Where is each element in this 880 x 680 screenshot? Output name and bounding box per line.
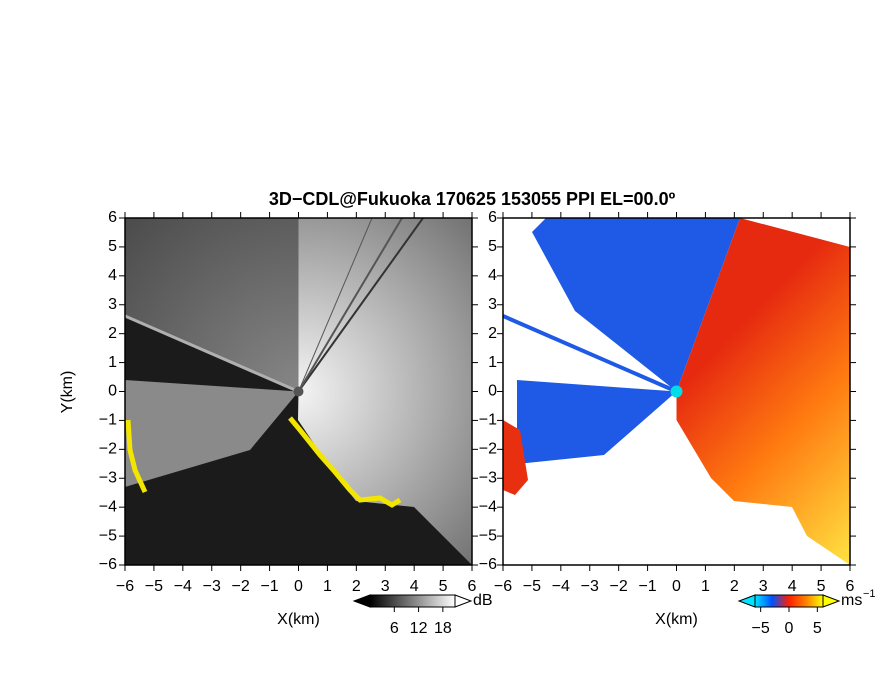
x-axis-label: X(km) [277, 611, 320, 628]
y-tick-label: 6 [488, 209, 497, 226]
y-tick-label: 4 [488, 267, 497, 284]
x-tick-label: 0 [672, 578, 681, 595]
y-tick-label: −5 [99, 527, 117, 544]
x-tick-label: −4 [552, 578, 570, 595]
x-tick-label: 1 [323, 578, 332, 595]
colorbar-extend-low [737, 594, 756, 608]
y-tick-label: −3 [479, 469, 497, 486]
x-axis-label: X(km) [655, 611, 698, 628]
colorbar-extend-high [822, 594, 841, 608]
y-tick-label: 2 [488, 325, 497, 342]
colorbar-tick-label: 5 [813, 620, 822, 637]
y-tick-label: 3 [488, 296, 497, 313]
colorbar-extend-high [454, 594, 473, 608]
x-tick-label: 4 [788, 578, 797, 595]
y-tick-label: −1 [479, 412, 497, 429]
y-tick-label: 0 [488, 383, 497, 400]
y-tick-label: −1 [99, 412, 117, 429]
y-tick-label: 5 [108, 238, 117, 255]
y-tick-label: 3 [108, 296, 117, 313]
x-tick-label: −2 [610, 578, 628, 595]
y-tick-label: 0 [108, 383, 117, 400]
colorbar-tick-label: −5 [752, 620, 770, 637]
x-tick-label: −5 [523, 578, 541, 595]
x-tick-label: 2 [730, 578, 739, 595]
x-tick-label: −3 [203, 578, 221, 595]
x-tick-label: 6 [468, 578, 477, 595]
y-tick-label: −6 [479, 556, 497, 573]
colorbar-unit: ms [841, 592, 862, 609]
x-tick-label: 1 [701, 578, 710, 595]
colorbar-tick-label: 0 [785, 620, 794, 637]
y-tick-label: −3 [99, 469, 117, 486]
colorbar-tick-label: 18 [434, 620, 452, 637]
snr-field [125, 218, 472, 565]
x-tick-label: −4 [174, 578, 192, 595]
x-tick-label: 4 [410, 578, 419, 595]
y-tick-label: −4 [99, 498, 117, 515]
x-tick-label: −5 [145, 578, 163, 595]
colorbar-extend-low [352, 594, 371, 608]
x-tick-label: −6 [116, 578, 134, 595]
colorbar-tick-label: 6 [390, 620, 399, 637]
x-tick-label: 3 [759, 578, 768, 595]
y-tick-label: 4 [108, 267, 117, 284]
x-tick-label: 6 [846, 578, 855, 595]
x-tick-label: 3 [381, 578, 390, 595]
y-tick-label: −2 [99, 441, 117, 458]
x-tick-label: 0 [294, 578, 303, 595]
y-tick-label: 1 [108, 354, 117, 371]
velocity-field [503, 218, 850, 565]
figure-title: 3D−CDL@Fukuoka 170625 153055 PPI EL=00.0… [269, 189, 676, 209]
y-tick-label: 6 [108, 209, 117, 226]
colorbar-unit: dB [473, 592, 493, 609]
x-tick-label: 5 [439, 578, 448, 595]
colorbar-unit-exponent: −1 [863, 588, 876, 600]
x-tick-label: −1 [260, 578, 278, 595]
y-tick-label: 1 [488, 354, 497, 371]
x-tick-label: −3 [581, 578, 599, 595]
y-tick-label: −4 [479, 498, 497, 515]
y-tick-label: −5 [479, 527, 497, 544]
x-tick-label: −1 [638, 578, 656, 595]
y-tick-label: −6 [99, 556, 117, 573]
colorbar-tick-label: 12 [410, 620, 428, 637]
x-tick-label: 2 [352, 578, 361, 595]
y-tick-label: 2 [108, 325, 117, 342]
colorbar [754, 594, 824, 608]
colorbar [369, 594, 456, 608]
y-axis-label: Y(km) [59, 371, 76, 414]
x-tick-label: 5 [817, 578, 826, 595]
y-tick-label: 5 [488, 238, 497, 255]
x-tick-label: −6 [494, 578, 512, 595]
y-tick-label: −2 [479, 441, 497, 458]
x-tick-label: −2 [232, 578, 250, 595]
